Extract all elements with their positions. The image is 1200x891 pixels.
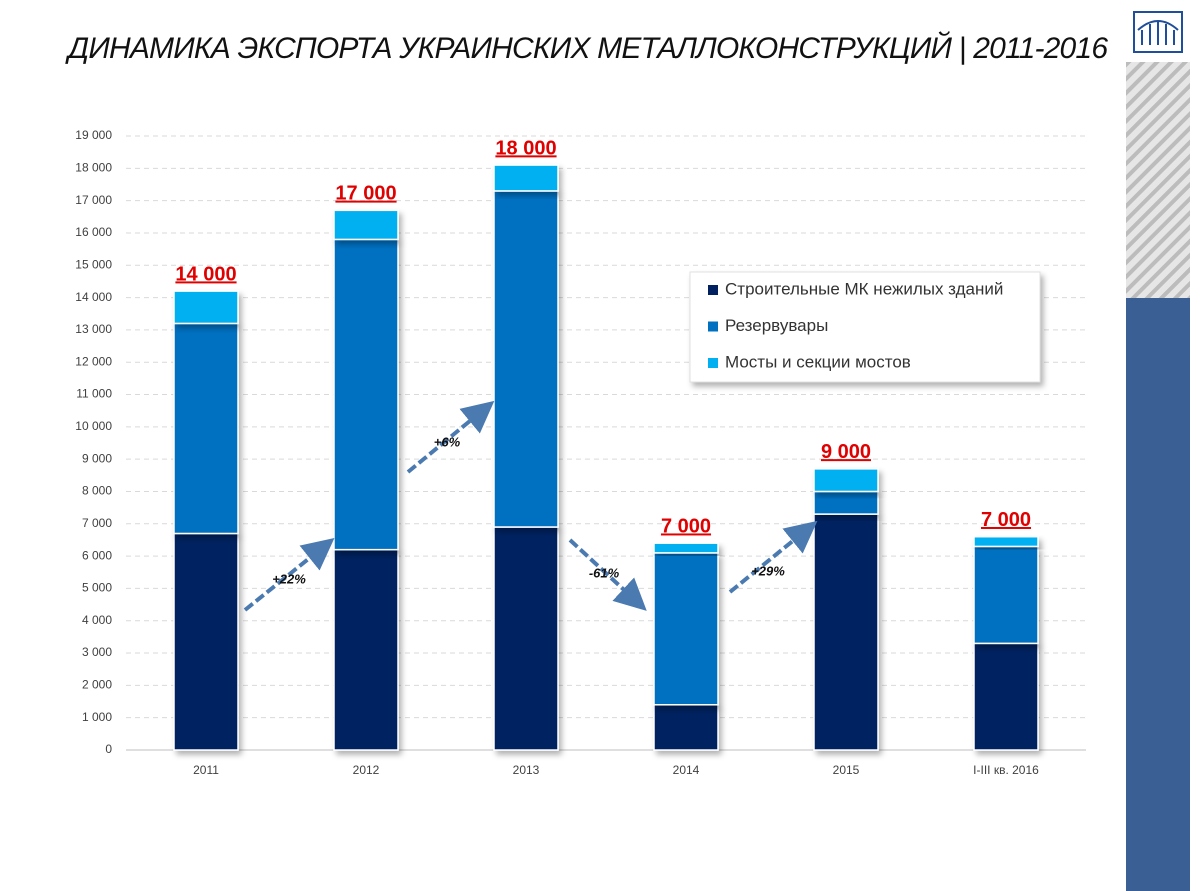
y-tick-label: 10 000 [75,419,112,433]
x-tick-label: 2015 [833,763,860,777]
bar-segment [813,490,879,515]
arrow [728,520,818,594]
annotation: +6% [434,434,461,449]
bar-segment [493,164,559,192]
y-tick-label: 17 000 [75,193,112,207]
x-tick-label: 2012 [353,763,380,777]
y-tick-label: 12 000 [75,354,112,368]
y-tick-label: 15 000 [75,257,112,271]
bar-segment [653,552,719,706]
total-label: 7 000 [981,509,1031,531]
y-tick-label: 19 000 [75,128,112,142]
total-label: 18 000 [495,137,556,159]
annotation: -61% [589,565,620,580]
logo [1133,11,1183,53]
bar-segment [973,545,1039,645]
side-panel [1126,298,1190,891]
legend-label: Мосты и секции мостов [725,352,911,371]
y-tick-label: 9 000 [82,451,112,465]
legend-swatch [708,285,718,295]
bar-segment [813,468,879,493]
y-tick-label: 7 000 [82,516,112,530]
total-label: 7 000 [661,515,711,537]
chart-title: ДИНАМИКА ЭКСПОРТА УКРАИНСКИХ МЕТАЛЛОКОНС… [65,31,1108,65]
bar-segment [493,190,559,528]
legend-swatch [708,321,718,332]
legend: Строительные МК нежилых зданий Резервувар… [689,271,1041,383]
bar-segment [173,532,239,751]
y-tick-label: 11 000 [76,387,112,401]
y-tick-label: 4 000 [82,613,112,627]
x-tick-label: 2011 [193,763,219,777]
bar-segment [173,322,239,535]
y-tick-label: 2 000 [82,678,112,692]
side-decoration [1126,62,1190,298]
bar-segment [333,238,399,551]
legend-box [689,271,1041,383]
bar-segment [173,290,239,325]
annotation: +29% [751,563,785,578]
total-label: 17 000 [335,183,396,205]
total-label: 14 000 [175,263,236,285]
x-tick-label: 2013 [513,763,540,777]
arrow [406,400,495,474]
y-tick-label: 3 000 [82,645,112,659]
legend-swatch [708,358,718,368]
arrow [568,538,647,611]
x-tick-label: I-III кв. 2016 [973,763,1039,777]
bar-segment [493,526,559,751]
bar-segment [973,642,1039,751]
bar-segment [973,535,1039,548]
y-tick-label: 0 [105,742,112,756]
bar-segment [653,704,719,751]
y-tick-label: 14 000 [75,290,112,304]
y-tick-label: 16 000 [75,225,112,239]
y-tick-label: 18 000 [75,160,112,174]
y-tick-label: 5 000 [82,581,112,595]
annotation: +22% [272,571,306,586]
y-tick-label: 6 000 [82,548,112,562]
bar-segment [333,209,399,241]
legend-label: Резервувары [725,316,828,335]
bar-segment [813,513,879,751]
y-tick-label: 8 000 [82,484,112,498]
total-label: 9 000 [821,441,871,463]
legend-label: Строительные МК нежилых зданий [725,279,1003,298]
bar-segment [333,548,399,751]
x-tick-label: 2014 [673,763,700,777]
arrow [243,537,335,612]
y-tick-label: 1 000 [82,710,112,724]
bar-segment [653,542,719,554]
growth-arrows [243,400,818,612]
y-tick-label: 13 000 [75,322,112,336]
